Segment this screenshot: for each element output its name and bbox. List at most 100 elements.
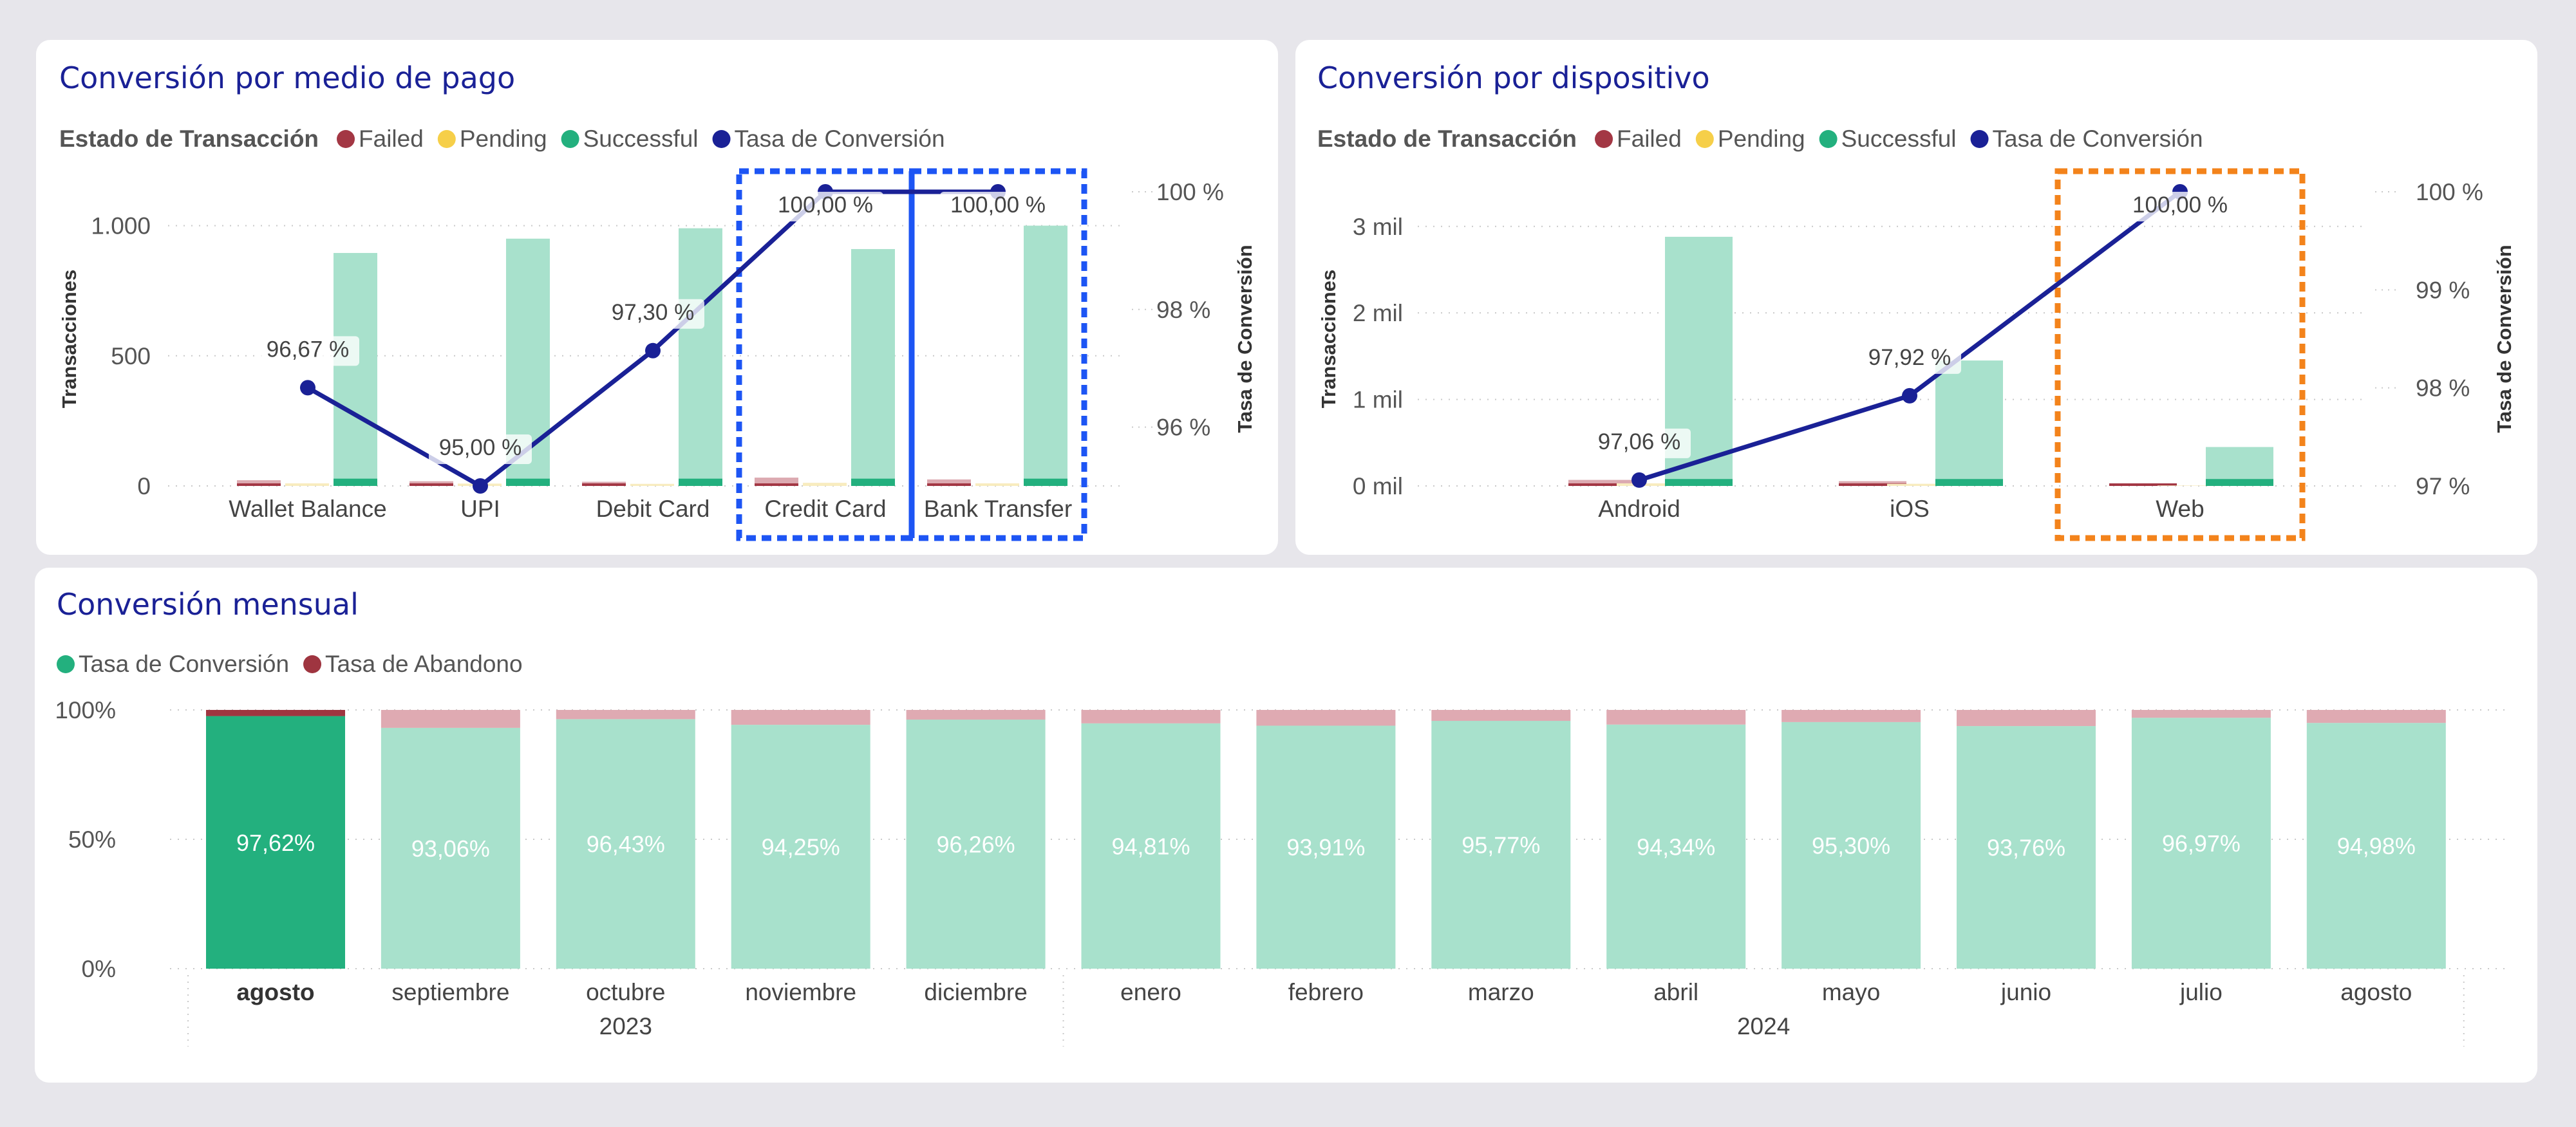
legend-item-successful[interactable]: Successful <box>583 126 699 152</box>
data-label-bg <box>1588 428 1691 458</box>
bar-successful-highlight <box>506 478 550 486</box>
bar-abandon[interactable] <box>1431 710 1571 722</box>
data-label: 100,00 % <box>2132 192 2228 218</box>
legend-marker-failed[interactable] <box>337 130 355 148</box>
bar-conversion[interactable] <box>1957 726 2096 969</box>
bar-successful-highlight <box>2206 479 2273 486</box>
bar-pending[interactable] <box>630 483 674 486</box>
y-tick-label: 1.000 <box>91 213 151 239</box>
data-label: 100,00 % <box>950 192 1046 218</box>
bar-abandon[interactable] <box>206 710 345 716</box>
bar-failed-stub <box>2109 483 2177 486</box>
y2-tick-label: 96 % <box>1156 414 1210 441</box>
bar-abandon[interactable] <box>1081 710 1221 723</box>
conversion-point[interactable] <box>1902 387 1917 404</box>
legend-title: Estado de Transacción <box>59 126 319 152</box>
legend-item-pending[interactable]: Pending <box>460 126 547 152</box>
monthly-chart-title: Conversión mensual <box>57 587 359 622</box>
bar-failed[interactable] <box>927 479 971 486</box>
bar-successful[interactable] <box>851 248 895 486</box>
bar-failed[interactable] <box>1568 480 1636 486</box>
legend-marker-pending[interactable] <box>437 130 456 148</box>
legend-marker-conversion[interactable] <box>712 130 731 148</box>
bar-failed[interactable] <box>237 480 281 486</box>
x-tick-label: enero <box>1120 979 1181 1005</box>
legend-marker-successful[interactable] <box>561 130 579 148</box>
bar-pending[interactable] <box>2158 485 2225 486</box>
x-tick-label: julio <box>2179 979 2223 1005</box>
legend-marker-failed[interactable] <box>1595 130 1613 148</box>
legend-marker-pending[interactable] <box>1695 130 1714 148</box>
x-tick-label: Web <box>2156 496 2204 522</box>
bar-conversion[interactable] <box>1256 725 1396 969</box>
bar-pending[interactable] <box>1887 483 1955 486</box>
bar-conversion[interactable] <box>1081 723 1221 969</box>
bar-conversion[interactable] <box>731 725 870 969</box>
bar-failed-stub <box>409 483 453 486</box>
bar-abandon[interactable] <box>1256 710 1396 726</box>
bar-abandon[interactable] <box>906 710 1046 720</box>
bar-abandon[interactable] <box>2306 710 2446 723</box>
legend-item-failed[interactable]: Failed <box>359 126 424 152</box>
bar-successful[interactable] <box>1024 225 1067 486</box>
conversion-point[interactable] <box>473 478 488 494</box>
bar-abandon[interactable] <box>556 710 695 720</box>
conversion-point[interactable] <box>645 342 661 359</box>
bar-pending[interactable] <box>975 483 1019 486</box>
legend-marker-conversion[interactable] <box>1970 130 1989 148</box>
bar-successful[interactable] <box>679 228 722 486</box>
data-label: 97,06 % <box>1598 429 1680 454</box>
data-label: 97,92 % <box>1868 345 1951 370</box>
legend-marker-abandon-rate[interactable] <box>303 655 322 673</box>
legend-item-pending[interactable]: Pending <box>1718 126 1805 152</box>
legend-item-conversion[interactable]: Tasa de Conversión <box>1993 126 2203 152</box>
data-label: 100,00 % <box>778 192 873 218</box>
bar-abandon[interactable] <box>731 710 870 725</box>
data-label-bg <box>429 434 532 464</box>
bar-successful-highlight <box>1935 479 2003 486</box>
bar-conversion[interactable] <box>206 716 345 969</box>
x-tick-label: Credit Card <box>764 496 886 522</box>
legend-item-successful[interactable]: Successful <box>1841 126 1957 152</box>
bar-abandon[interactable] <box>1957 710 2096 727</box>
bar-conversion[interactable] <box>1431 721 1571 969</box>
bar-pending[interactable] <box>1617 483 1684 486</box>
legend-item-conversion[interactable]: Tasa de Conversión <box>735 126 945 152</box>
x-tick-label: septiembre <box>391 979 509 1005</box>
bar-conversion[interactable] <box>556 719 695 969</box>
bar-successful-highlight <box>851 478 895 486</box>
bar-conversion[interactable] <box>2306 723 2446 969</box>
bar-conversion[interactable] <box>1606 724 1746 969</box>
y2-axis-title: Tasa de Conversión <box>2493 245 2515 433</box>
data-label: 94,25% <box>762 834 840 861</box>
legend-marker-conversion-rate[interactable] <box>57 655 75 673</box>
device-chart: Estado de Transacción Failed Pending Succes… <box>1317 126 2515 541</box>
bar-failed-stub <box>1839 483 1906 486</box>
bar-abandon[interactable] <box>2131 710 2271 718</box>
bar-conversion[interactable] <box>2131 718 2271 969</box>
bar-conversion[interactable] <box>381 727 520 969</box>
conversion-point[interactable] <box>1631 472 1647 488</box>
x-tick-label: agosto <box>236 979 314 1005</box>
monthly-card: Conversión mensual Tasa de Conversión Tas… <box>35 568 2537 1083</box>
legend-item-failed[interactable]: Failed <box>1617 126 1682 152</box>
payment-chart: Estado de Transacción Failed Pending Succes… <box>58 126 1256 541</box>
bar-conversion[interactable] <box>1782 722 1921 969</box>
x-tick-label: Bank Transfer <box>924 496 1072 522</box>
bar-abandon[interactable] <box>1782 710 1921 722</box>
data-label: 94,81% <box>1111 833 1190 859</box>
payment-chart-title: Conversión por medio de pago <box>59 61 516 95</box>
legend-item-abandon-rate[interactable]: Tasa de Abandono <box>325 651 523 677</box>
legend-marker-successful[interactable] <box>1819 130 1838 148</box>
bar-successful[interactable] <box>1935 360 2003 486</box>
bar-abandon[interactable] <box>1606 710 1746 725</box>
bar-pending[interactable] <box>803 483 847 486</box>
bar-conversion[interactable] <box>906 720 1046 969</box>
x-tick-label: agosto <box>2340 979 2412 1005</box>
bar-pending[interactable] <box>285 483 329 486</box>
legend-item-conversion-rate[interactable]: Tasa de Conversión <box>79 651 289 677</box>
bar-abandon[interactable] <box>381 710 520 728</box>
y2-axis-title: Tasa de Conversión <box>1234 245 1256 433</box>
bar-successful[interactable] <box>334 253 377 486</box>
conversion-point[interactable] <box>300 380 315 396</box>
